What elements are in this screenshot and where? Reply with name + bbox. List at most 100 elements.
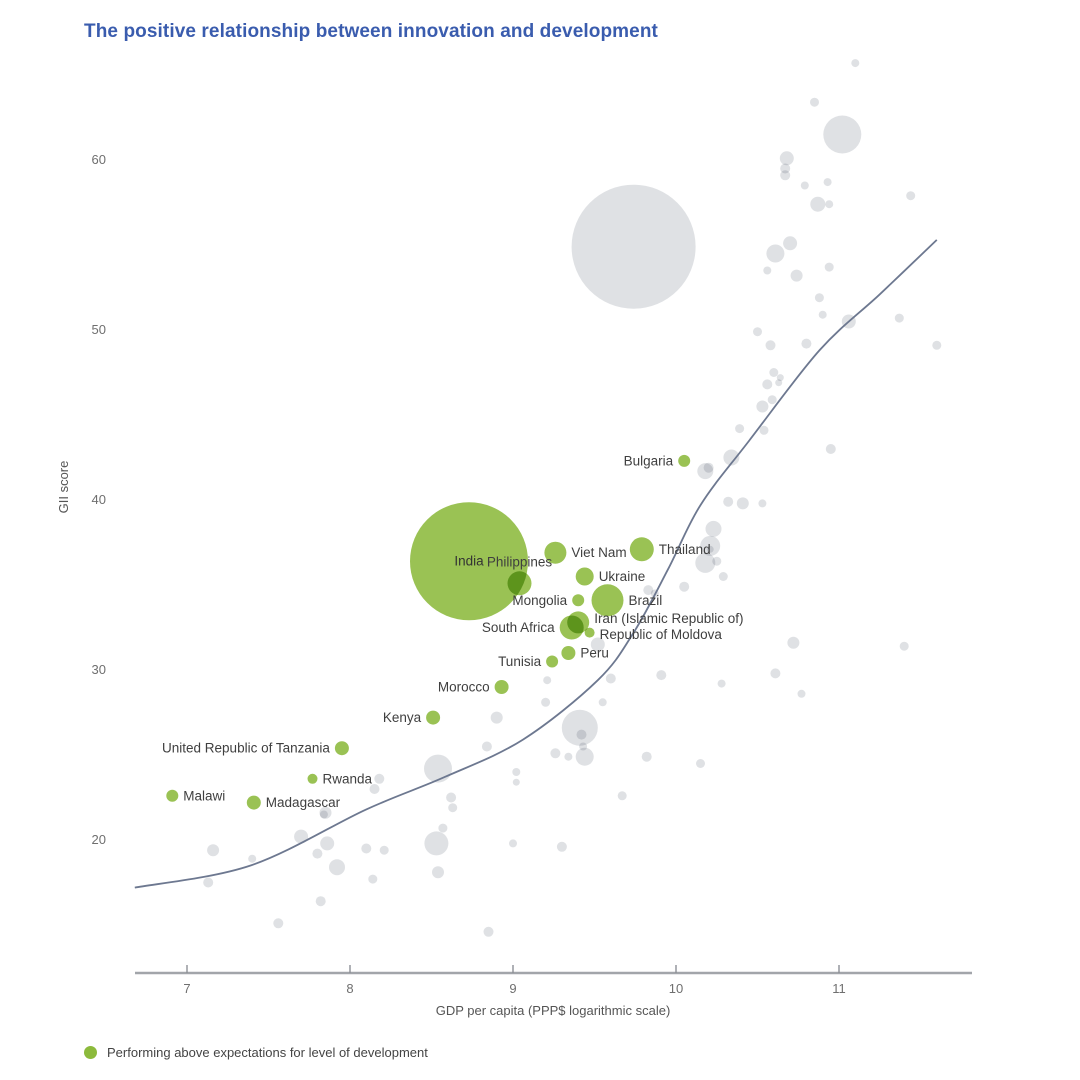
other-bubble xyxy=(490,711,503,724)
other-bubble xyxy=(759,425,769,435)
country-bubble-tunisia xyxy=(546,655,559,668)
country-label-madagascar: Madagascar xyxy=(266,795,341,810)
country-label-ukraine: Ukraine xyxy=(599,569,646,584)
other-bubble xyxy=(315,896,326,907)
country-label-malawi: Malawi xyxy=(183,788,225,803)
country-label-rwanda: Rwanda xyxy=(323,771,373,786)
country-label-india: India xyxy=(454,554,484,569)
other-bubble xyxy=(575,747,594,766)
other-bubble xyxy=(617,791,627,801)
country-bubble-rwanda xyxy=(307,773,318,784)
other-bubble xyxy=(361,843,372,854)
other-bubble xyxy=(814,293,824,303)
other-bubble xyxy=(679,581,690,592)
y-axis-tick-label: 30 xyxy=(92,662,106,677)
other-bubble xyxy=(765,340,776,351)
y-axis-tick-label: 40 xyxy=(92,492,106,507)
other-bubble xyxy=(825,200,834,209)
other-bubble xyxy=(643,585,654,596)
trend-line xyxy=(134,239,938,889)
other-bubble xyxy=(481,741,492,752)
other-bubble xyxy=(696,759,705,768)
other-bubble xyxy=(374,773,385,784)
other-bubble xyxy=(787,636,800,649)
other-bubble xyxy=(756,400,769,413)
other-bubble xyxy=(656,670,667,681)
other-bubble xyxy=(894,313,904,323)
other-bubble xyxy=(564,752,573,761)
country-bubble-madagascar xyxy=(246,795,261,810)
country-bubble-republic-of-moldova xyxy=(584,627,595,638)
other-bubble xyxy=(368,874,378,884)
other-bubble xyxy=(483,926,494,937)
other-bubble xyxy=(823,115,862,154)
other-bubble xyxy=(797,689,806,698)
other-bubble xyxy=(810,97,819,107)
other-bubble xyxy=(369,784,380,794)
x-axis-title: GDP per capita (PPP$ logarithmic scale) xyxy=(436,1003,671,1018)
country-label-united-republic-of-tanzania: United Republic of Tanzania xyxy=(162,741,330,756)
other-bubble xyxy=(736,497,749,510)
country-label-philippines: Philippines xyxy=(487,554,553,569)
country-label-kenya: Kenya xyxy=(383,710,422,725)
other-bubble xyxy=(598,698,607,707)
other-bubble xyxy=(825,444,836,454)
other-bubble xyxy=(571,184,696,309)
y-axis-tick-label: 50 xyxy=(92,322,106,337)
other-bubble xyxy=(561,709,598,746)
country-label-viet-nam: Viet Nam xyxy=(571,545,626,560)
other-bubble xyxy=(590,637,605,652)
country-bubble-ukraine xyxy=(575,567,594,586)
country-label-tunisia: Tunisia xyxy=(498,654,542,669)
other-bubble xyxy=(723,496,734,507)
other-bubble xyxy=(769,368,779,377)
other-bubble xyxy=(448,803,458,813)
other-bubble xyxy=(424,831,449,856)
country-label-brazil: Brazil xyxy=(629,593,663,608)
other-bubble xyxy=(823,178,832,187)
other-bubble xyxy=(248,854,257,863)
x-axis-tick-label: 7 xyxy=(183,981,190,996)
country-bubble-thailand xyxy=(629,537,654,562)
country-bubble-south-africa xyxy=(559,615,584,640)
country-label-iran-islamic-republic-of: Iran (Islamic Republic of) xyxy=(594,611,743,626)
x-axis-tick-label: 8 xyxy=(346,981,353,996)
other-bubble xyxy=(641,751,652,762)
other-bubble xyxy=(770,668,781,679)
other-bubble xyxy=(717,679,726,688)
country-label-south-africa: South Africa xyxy=(482,620,555,635)
legend-label: Performing above expectations for level … xyxy=(107,1045,428,1060)
other-bubble xyxy=(766,244,785,263)
country-bubble-kenya xyxy=(426,710,441,725)
other-bubble xyxy=(824,262,834,272)
other-bubble xyxy=(438,823,448,833)
other-bubble xyxy=(723,449,740,466)
country-bubble-mongolia xyxy=(572,594,585,607)
other-bubble xyxy=(899,641,909,651)
other-bubble xyxy=(379,845,389,855)
other-bubble xyxy=(779,151,794,166)
country-label-bulgaria: Bulgaria xyxy=(624,453,674,468)
y-axis-title: GII score xyxy=(56,461,71,514)
other-bubble xyxy=(512,768,521,776)
other-bubble xyxy=(753,327,762,337)
other-bubble xyxy=(424,754,452,783)
country-label-peru: Peru xyxy=(580,646,609,661)
chart-legend: Performing above expectations for level … xyxy=(84,1045,428,1060)
other-bubble xyxy=(550,748,561,759)
other-bubble xyxy=(203,877,214,888)
other-bubble xyxy=(800,181,809,190)
other-bubble xyxy=(320,836,335,851)
other-bubble xyxy=(706,545,714,553)
country-bubble-united-republic-of-tanzania xyxy=(334,741,349,756)
country-bubble-peru xyxy=(561,646,576,660)
chart-title: The positive relationship between innova… xyxy=(84,20,658,42)
country-bubble-brazil xyxy=(591,584,624,617)
other-bubble xyxy=(851,59,860,68)
country-bubble-bulgaria xyxy=(678,454,691,467)
other-bubble xyxy=(712,556,722,566)
other-bubble xyxy=(695,552,716,573)
other-bubble xyxy=(605,673,616,684)
other-bubble xyxy=(509,839,517,848)
x-axis-tick-label: 10 xyxy=(669,981,683,996)
